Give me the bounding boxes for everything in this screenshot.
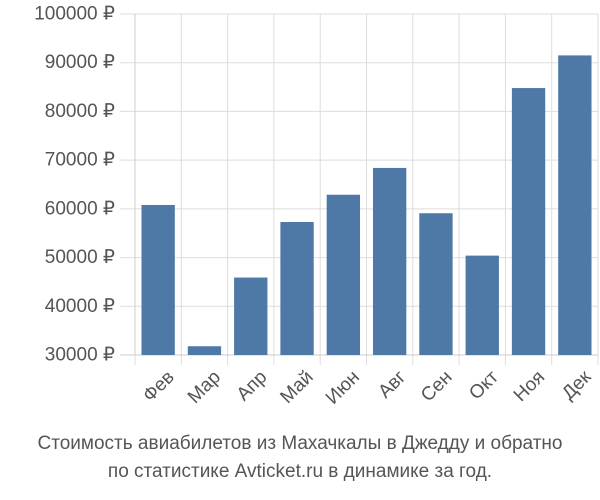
y-tick-label: 90000 ₽: [45, 52, 115, 73]
x-tick-label: Май: [276, 367, 317, 408]
chart-caption: Стоимость авиабилетов из Махачкалы в Дже…: [0, 430, 600, 486]
x-tick-label: Ноя: [510, 367, 549, 406]
x-tick-label: Окт: [465, 367, 503, 405]
x-tick-label: Авг: [374, 367, 410, 403]
x-tick-label: Дек: [558, 366, 596, 404]
y-axis-ticks: 30000 ₽ 40000 ₽ 50000 ₽ 60000 ₽ 70000 ₽ 80000…: [34, 4, 115, 366]
bar: [326, 194, 361, 355]
bar: [280, 222, 314, 355]
bar: [234, 277, 268, 355]
x-tick-label: Сен: [417, 367, 456, 406]
bars: [141, 55, 592, 356]
y-tick-label: 40000 ₽: [45, 296, 115, 317]
bar: [372, 167, 407, 355]
bar: [419, 213, 453, 355]
y-tick-label: 50000 ₽: [45, 247, 115, 268]
x-axis-ticks: Фев Мар Апр Май Июн Авг Сен Окт Ноя Дек: [139, 366, 596, 408]
bar-chart: 30000 ₽ 40000 ₽ 50000 ₽ 60000 ₽ 70000 ₽ 80000…: [34, 4, 599, 409]
grid-lines: [120, 13, 599, 365]
y-tick-label: 100000 ₽: [34, 4, 115, 25]
caption-line-1: Стоимость авиабилетов из Махачкалы в Дже…: [37, 433, 563, 454]
y-tick-label: 80000 ₽: [45, 101, 115, 122]
x-tick-label: Апр: [233, 367, 272, 406]
x-tick-label: Мар: [184, 367, 225, 408]
y-tick-label: 60000 ₽: [45, 198, 115, 219]
y-tick-label: 30000 ₽: [45, 345, 115, 366]
caption-line-2: по статистике Avticket.ru в динамике за …: [107, 461, 493, 482]
bar: [187, 346, 222, 355]
bar: [141, 204, 175, 355]
y-tick-label: 70000 ₽: [45, 150, 115, 171]
chart-area: 30000 ₽ 40000 ₽ 50000 ₽ 60000 ₽ 70000 ₽ 80000…: [34, 4, 599, 409]
x-tick-label: Июн: [322, 367, 364, 409]
x-tick-label: Фев: [139, 367, 179, 407]
bar: [511, 88, 546, 355]
bar: [465, 255, 499, 355]
bar: [558, 55, 592, 356]
